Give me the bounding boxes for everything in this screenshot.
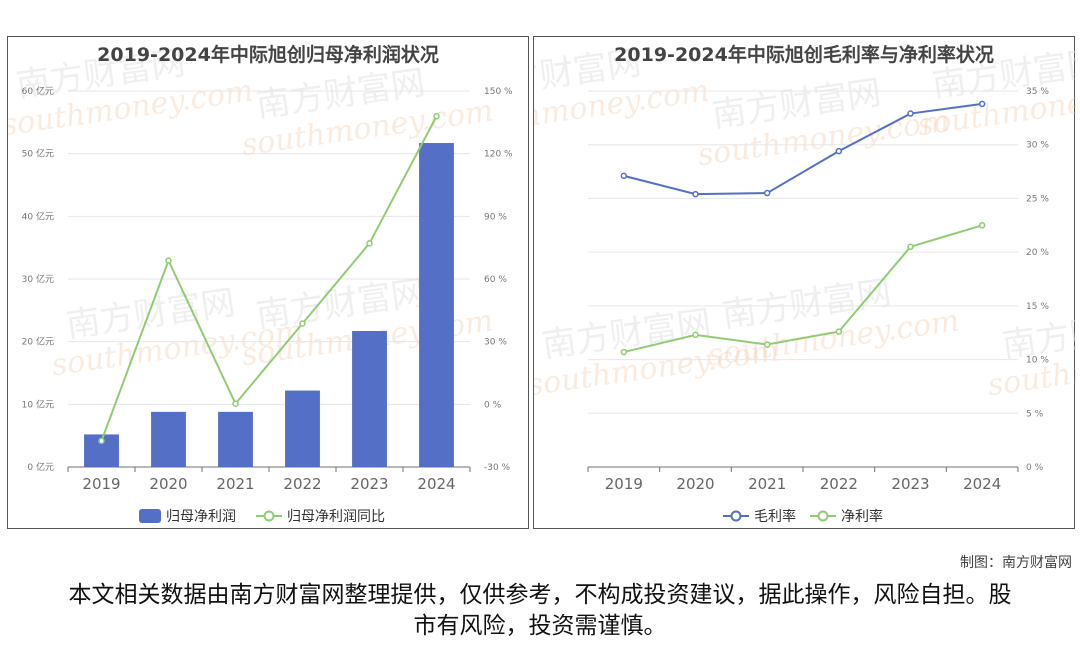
net-profit-chart: 南方财富网southmoney.com南方财富网southmoney.com南方… [8,43,513,525]
x-axis-label: 2020 [676,475,714,493]
chart-panel-margins: 南方财富网 southmoney.com 南方财富网 southmoney.com 南方… [533,36,1076,529]
x-axis-label: 2021 [216,475,254,493]
bar-net-profit [285,390,320,467]
point-net-margin [835,328,843,335]
right-axis-tick-label: 0 % [484,400,502,410]
line-net-profit-yoy [100,115,438,442]
line-gross-margin [623,102,983,196]
legend-label: 净利率 [841,508,883,525]
x-axis-label: 2024 [417,475,455,493]
right-axis-tick-label: 60 % [484,275,507,285]
bar-net-profit [352,331,387,467]
right-axis-tick-label: 20 % [1026,248,1049,258]
bar-net-profit [419,143,454,467]
legend-swatch-marker [263,510,275,522]
right-axis-tick-label: 25 % [1026,194,1049,204]
point-net-margin [692,331,699,339]
point-net-margin [620,348,628,356]
point-net-profit-yoy [232,400,239,407]
left-axis-tick-label: 50 亿元 [22,148,54,160]
point-net-profit-yoy [299,320,306,327]
point-net-margin [907,243,914,251]
right-axis-tick-label: -30 % [484,463,511,473]
right-axis-tick-label: 10 % [1026,356,1049,366]
right-axis-tick-label: 15 % [1026,302,1049,312]
legend-swatch-marker [730,510,742,522]
left-axis-tick-label: 40 亿元 [22,210,54,222]
left-axis-tick-label: 30 亿元 [22,273,54,285]
margins-chart: 南方财富网southmoney.com南方财富网southmoney.com南方… [534,43,1076,525]
legend-label: 归母净利润 [166,508,236,525]
x-axis-label: 2021 [748,475,786,493]
disclaimer-text: 本文相关数据由南方财富网整理提供，仅供参考，不构成投资建议，据此操作，风险自担。… [68,582,1012,639]
point-gross-margin [763,189,771,197]
point-gross-margin [835,147,843,155]
legend-swatch-bar [139,509,161,523]
chart-credit: 制图：南方财富网 [960,555,1072,571]
point-net-profit-yoy [366,240,373,247]
bar-net-profit [218,411,253,467]
legend-swatch-marker [817,510,829,522]
x-axis-label: 2020 [149,475,187,493]
left-axis-tick-label: 20 亿元 [22,336,54,348]
left-axis-tick-label: 60 亿元 [22,85,54,97]
left-axis-tick-label: 0 亿元 [27,461,54,473]
right-axis-tick-label: 5 % [1026,409,1044,419]
point-gross-margin [692,190,699,198]
x-axis-label: 2022 [820,475,858,493]
right-axis-tick-label: 120 % [484,150,513,160]
right-axis-tick-label: 150 % [484,87,513,97]
legend-label: 归母净利润同比 [287,508,385,525]
point-gross-margin [907,110,914,117]
left-axis-tick-label: 10 亿元 [22,398,54,410]
point-net-margin [978,222,986,229]
x-axis-label: 2024 [963,475,1001,493]
watermark-layer: 南方财富网southmoney.com南方财富网southmoney.com南方… [534,43,1076,404]
chart-panel-net-profit: 南方财富网 southmoney.com 南方财富网 southmoney.com 南方… [7,36,529,529]
right-axis-tick-label: 30 % [484,338,507,348]
x-axis-label: 2019 [82,475,120,493]
point-gross-margin [978,100,986,108]
point-net-profit-yoy [98,437,105,445]
right-axis-tick-label: 90 % [484,212,507,222]
chart-title-margins: 2019-2024年中际旭创毛利率与净利率状况 [614,44,994,66]
right-axis-tick-label: 0 % [1026,463,1044,473]
bar-net-profit [151,411,186,467]
point-net-profit-yoy [433,113,440,120]
point-net-margin [763,341,771,348]
right-axis-tick-label: 35 % [1026,87,1049,97]
legend-label: 毛利率 [754,508,796,525]
right-axis-tick-label: 30 % [1026,141,1049,151]
chart-title-net-profit: 2019-2024年中际旭创归母净利润状况 [97,44,439,66]
x-axis-label: 2023 [350,475,388,493]
point-gross-margin [620,172,628,180]
line-net-margin [623,224,983,354]
point-net-profit-yoy [165,257,172,264]
x-axis-label: 2023 [891,475,929,493]
x-axis-label: 2022 [283,475,321,493]
x-axis-label: 2019 [605,475,643,493]
